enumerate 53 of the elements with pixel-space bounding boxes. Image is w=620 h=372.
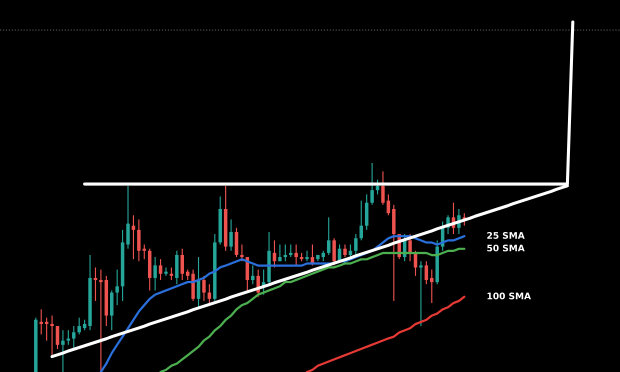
candlestick [94, 266, 98, 302]
candlestick [110, 290, 114, 331]
candlestick [343, 244, 347, 258]
candlestick [305, 250, 309, 262]
candlestick [158, 258, 162, 281]
candlestick [354, 234, 358, 256]
candlestick [99, 269, 103, 372]
candlestick [322, 250, 326, 262]
candlestick [61, 330, 65, 372]
candlestick [44, 317, 48, 342]
candlestick [175, 250, 179, 285]
candlestick [142, 244, 146, 260]
candlestick [251, 264, 255, 285]
candlestick [364, 194, 368, 230]
candlestick [332, 238, 336, 266]
candlestick [272, 240, 276, 268]
text: 50 SMA [487, 244, 525, 252]
candlestick [419, 260, 423, 327]
candlestick [72, 325, 76, 350]
candlestick [39, 308, 43, 335]
candlestick [246, 256, 250, 292]
candlestick [424, 260, 428, 285]
candlestick [376, 179, 380, 195]
candlestick [196, 256, 200, 308]
candlestick [180, 248, 184, 281]
candlestick [186, 269, 190, 281]
candlestick [240, 244, 244, 262]
candlestick [137, 218, 141, 262]
candlestick [50, 315, 54, 356]
candlestick [294, 244, 298, 266]
candlestick [284, 244, 288, 262]
candlestick [82, 319, 86, 331]
candlestick [408, 234, 412, 262]
candlestick [370, 162, 374, 206]
candlestick [430, 269, 434, 304]
text: 25 SMA [487, 232, 525, 239]
candlestick [170, 266, 174, 281]
candlestick [326, 216, 330, 256]
candlestick [153, 256, 157, 292]
candlestick [229, 218, 233, 252]
candlestick [381, 170, 385, 206]
candlestick [278, 244, 282, 262]
candlestick [208, 284, 212, 304]
candlestick [66, 330, 70, 346]
candlestick [348, 244, 352, 258]
candlestick [132, 214, 136, 260]
candlestick [115, 269, 119, 306]
candlestick [77, 317, 81, 335]
candlestick [360, 200, 363, 241]
candlestick [202, 275, 206, 302]
candlestick [289, 244, 292, 258]
text: 100 SMA [488, 292, 531, 300]
candlestick [386, 194, 390, 216]
